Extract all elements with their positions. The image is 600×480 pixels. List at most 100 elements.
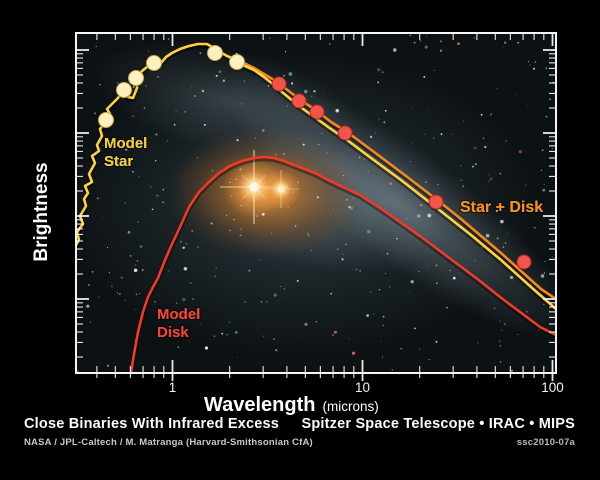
star-dot (383, 121, 386, 124)
star-dot (446, 306, 448, 309)
star-dot (155, 133, 158, 136)
star-dot (382, 315, 385, 318)
infrared-photometry-points-marker (291, 93, 307, 109)
star-dot (328, 43, 331, 45)
star-dot (490, 113, 492, 115)
star-dot (155, 160, 157, 162)
star-dot (482, 137, 485, 140)
plot-border (75, 32, 557, 374)
star-dot (102, 217, 104, 219)
annotation-2-line-1-fill: Disk (157, 324, 189, 341)
star-dot (182, 246, 185, 250)
star-dot (168, 270, 170, 272)
star-dot (504, 139, 507, 142)
star-dot (229, 229, 231, 232)
star-dot (502, 47, 504, 49)
star-dot (111, 159, 115, 163)
star-dot (488, 174, 490, 176)
star-dot (162, 188, 165, 191)
star-dot (123, 98, 125, 100)
star-dot (533, 67, 535, 70)
star-dot (499, 226, 502, 228)
star-dot (405, 217, 407, 220)
star-dot (185, 242, 188, 246)
star-dot (97, 197, 99, 200)
star-dot (215, 74, 218, 77)
star-dot (515, 305, 517, 307)
star-dot (304, 322, 308, 326)
star-dot (306, 233, 309, 236)
star-dot (197, 246, 199, 248)
star-dot (324, 94, 326, 95)
star-dot (259, 259, 261, 261)
star-dot (136, 260, 139, 262)
star-dot (204, 346, 209, 350)
infrared-photometry-points-marker (516, 254, 532, 270)
star-dot (248, 269, 251, 272)
star-dot (129, 255, 132, 257)
star-dot (99, 147, 102, 150)
star-dot (526, 105, 528, 107)
star-dot (266, 301, 268, 303)
star-dot (427, 264, 428, 266)
stellar-photometry-points-marker (116, 82, 132, 98)
star-dot (473, 146, 477, 150)
star-dot (518, 150, 523, 154)
star-dot (449, 269, 451, 271)
star-dot (540, 274, 545, 278)
star-dot (194, 94, 197, 98)
star-dot (262, 129, 265, 132)
annotation-0-line-0: Model (104, 135, 147, 152)
star-dot (150, 186, 152, 188)
star-dot (460, 179, 462, 181)
star-dot (145, 84, 148, 87)
star-dot (534, 61, 537, 63)
star-dot (99, 83, 101, 86)
star-dot (375, 132, 377, 134)
star-dot (452, 276, 456, 280)
star-dot (122, 277, 124, 279)
stellar-photometry-points-marker (98, 112, 114, 128)
star-dot (488, 180, 490, 182)
star-dot (543, 183, 545, 185)
star-dot (410, 280, 414, 284)
star-dot (313, 90, 316, 93)
star-dot (525, 310, 528, 313)
star-dot (499, 320, 501, 322)
star-dot (151, 208, 154, 211)
star-dot (372, 313, 375, 315)
star-dot (283, 287, 286, 290)
star-dot (296, 279, 299, 282)
star-dot (236, 139, 239, 142)
star-dot (310, 249, 313, 252)
stellar-photometry-points-marker (146, 55, 162, 71)
star-dot (423, 75, 426, 78)
star-dot (315, 321, 317, 323)
star-dot (182, 297, 186, 302)
star-dot (377, 81, 380, 84)
star-dot (353, 197, 355, 199)
star-dot (420, 204, 422, 207)
star-dot (198, 315, 201, 318)
star-dot (147, 50, 149, 52)
star-dot (139, 292, 141, 295)
star-dot (110, 285, 113, 288)
star-dot (349, 206, 353, 210)
caption-left: Close Binaries With Infrared Excess NASA… (24, 417, 313, 449)
star-dot (542, 188, 546, 192)
star-dot (335, 108, 339, 113)
star-dot (215, 267, 217, 269)
star-dot (363, 158, 365, 160)
star-dot (177, 346, 179, 348)
annotation-1-line-0-fill: Star + Disk (460, 199, 543, 216)
star-dot (125, 148, 128, 151)
star-dot (290, 166, 292, 168)
stellar-photometry-points-marker (128, 70, 144, 86)
star-dot (524, 184, 527, 187)
star-dot (499, 172, 502, 175)
x-axis-title-main: Wavelength (204, 394, 316, 416)
star-dot (498, 340, 501, 343)
star-dot (462, 120, 464, 122)
star-dot (345, 198, 348, 201)
